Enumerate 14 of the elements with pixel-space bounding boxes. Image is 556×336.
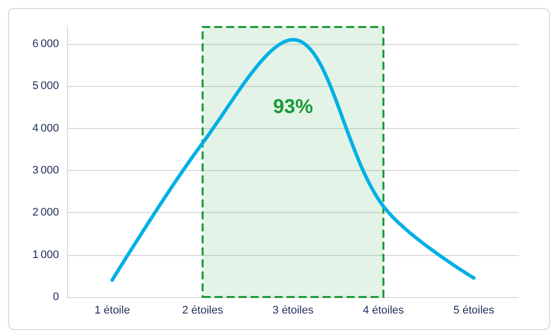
- x-tick-label: 2 étoiles: [182, 304, 224, 316]
- band-label: 93%: [272, 96, 314, 118]
- x-tick-label: 3 étoiles: [272, 304, 314, 316]
- x-tick-label: 4 étoiles: [362, 304, 404, 316]
- y-tick-label: 6 000: [32, 38, 59, 50]
- line-series: [110, 38, 476, 282]
- y-tick-label: 3 000: [32, 164, 59, 176]
- y-tick-label: 4 000: [32, 122, 59, 134]
- y-tick-label: 0: [52, 291, 59, 303]
- x-tick-label: 5 étoiles: [453, 304, 495, 316]
- y-tick-label: 2 000: [32, 206, 59, 219]
- y-tick-label: 5 000: [32, 80, 59, 92]
- y-tick-label: 1 000: [32, 248, 59, 261]
- x-tick-label: 1 étoile: [94, 304, 130, 316]
